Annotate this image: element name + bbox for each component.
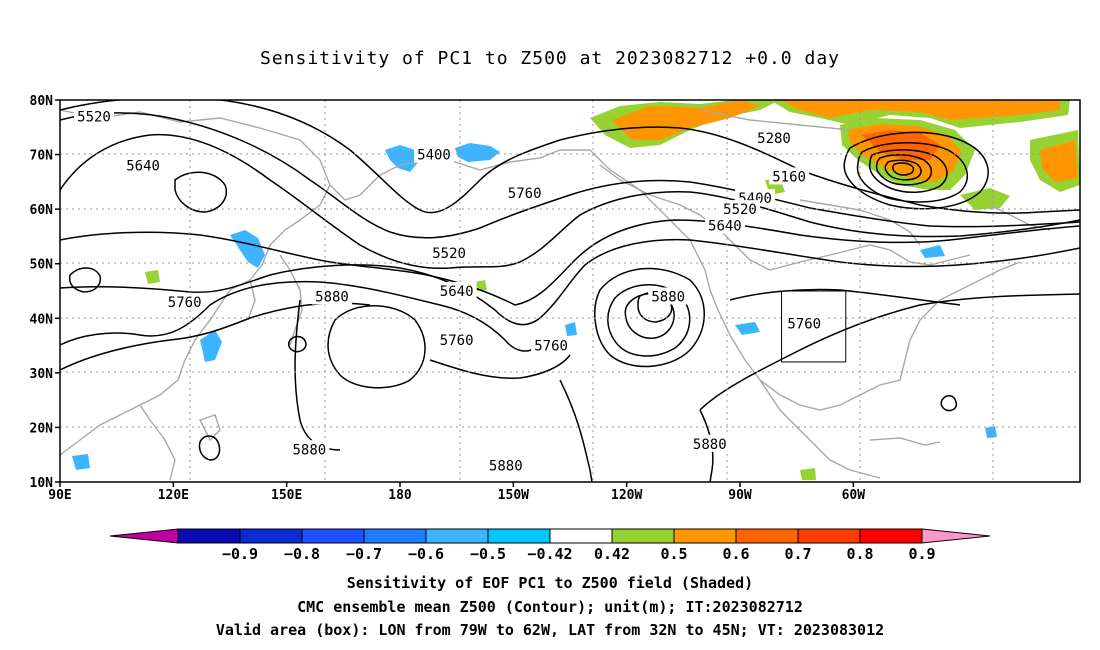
colorbar-label: 0.5: [660, 545, 687, 563]
colorbar-label: −0.5: [470, 545, 506, 563]
lon-tick-label: 90W: [728, 488, 752, 503]
contour-label-bg: [429, 243, 470, 261]
lat-tick-label: 70N: [30, 149, 54, 164]
lon-tick-label: 60W: [842, 488, 866, 503]
colorbar-segment: [797, 528, 861, 544]
colorbar-label: 0.6: [722, 545, 749, 563]
lat-tick-label: 50N: [30, 258, 54, 273]
contour-label-bg: [123, 156, 164, 174]
contour-label-bg: [754, 129, 794, 147]
lat-tick-label: 30N: [30, 367, 54, 382]
colorbar-high-arrow: [921, 528, 991, 544]
lat-tick-label: 80N: [30, 94, 54, 109]
contour-label: 5520: [723, 202, 757, 218]
colorbar-label: −0.6: [408, 545, 444, 563]
contour-label-bg: [704, 216, 745, 234]
contour-label-bg: [769, 167, 810, 185]
contour-label: 5880: [651, 289, 685, 305]
colorbar-segment: [859, 528, 923, 544]
colorbar-segment: [735, 528, 799, 544]
contour-label: 5280: [757, 131, 791, 147]
caption-shaded: Sensitivity of EOF PC1 to Z500 field (Sh…: [346, 574, 754, 592]
contour-label: 5880: [489, 459, 523, 475]
contour-label: 5760: [534, 339, 568, 355]
lat-tick-label: 10N: [30, 476, 54, 491]
contour-label: 5520: [432, 246, 466, 262]
colorbar-segment: [425, 528, 489, 544]
contour-label-bg: [531, 336, 572, 354]
contour-label: 5880: [292, 442, 326, 458]
lon-tick-label: 180: [388, 488, 412, 503]
colorbar-segment: [301, 528, 365, 544]
valid-area-box: [781, 290, 847, 363]
contour-label-bg: [485, 456, 526, 474]
contour-label: 5760: [508, 186, 542, 202]
contour-label: 5640: [126, 158, 160, 174]
contour-label-bg: [414, 145, 454, 163]
plot-frame: [59, 99, 1081, 483]
colorbar: −0.9 −0.8 −0.7 −0.6 −0.5 −0.42 0.42 0.5 0.6 0.7 0.…: [109, 528, 991, 563]
lon-tick-label: 120W: [611, 488, 642, 503]
caption-valid-area: Valid area (box): LON from 79W to 62W, L…: [215, 621, 885, 639]
negative-sensitivity-shading: [72, 143, 997, 470]
colorbar-segment: [611, 528, 675, 544]
lon-tick-label: 90E: [48, 488, 71, 503]
contour-label: 5640: [440, 284, 474, 300]
contour-label-bg: [720, 200, 760, 218]
contour-label: 5400: [417, 148, 451, 164]
colorbar-label: −0.9: [222, 545, 258, 563]
contour-label: 5160: [772, 169, 806, 185]
contour-label: 5640: [708, 219, 742, 235]
contour-label-bg: [164, 292, 205, 310]
colorbar-segment: [177, 528, 241, 544]
lon-tick-label: 150E: [271, 488, 302, 503]
contour-label-bg: [436, 282, 477, 299]
colorbar-segment: [673, 528, 737, 544]
plot-title: Sensitivity of PC1 to Z500 at 2023082712…: [259, 48, 840, 69]
contour-label-bg: [648, 287, 689, 305]
longitude-axis: 90E 120E 150E 180 150W 120W 90W 60W: [48, 482, 865, 503]
contour-label: 5880: [315, 289, 349, 305]
caption-contour: CMC ensemble mean Z500 (Contour); unit(m…: [297, 598, 803, 616]
lat-lon-grid: [60, 100, 1080, 482]
contour-label-bg: [784, 314, 825, 332]
colorbar-label: −0.8: [284, 545, 320, 563]
colorbar-label: −0.42: [527, 545, 572, 563]
colorbar-label: 0.9: [908, 545, 935, 563]
lat-tick-label: 40N: [30, 312, 54, 327]
colorbar-segment: [487, 528, 551, 544]
colorbar-label: −0.7: [346, 545, 382, 563]
contour-label: 5880: [693, 437, 727, 453]
positive-sensitivity-shading: [145, 100, 1080, 480]
colorbar-label: 0.42: [594, 545, 630, 563]
colorbar-low-arrow: [109, 528, 179, 544]
contour-label: 5760: [440, 333, 474, 349]
colorbar-segment: [239, 528, 303, 544]
colorbar-segment: [363, 528, 427, 544]
colorbar-label: 0.8: [846, 545, 873, 563]
lon-tick-label: 150W: [498, 488, 529, 503]
lat-tick-label: 20N: [30, 421, 54, 436]
contour-label-bg: [74, 107, 114, 125]
latitude-axis: 10N 20N 30N 40N 50N 60N 70N 80N: [30, 94, 60, 491]
colorbar-segment: [549, 528, 613, 544]
contour-label-bg: [689, 434, 730, 452]
contour-label-bg: [436, 331, 477, 349]
contour-label-bg: [504, 183, 545, 201]
contour-label-bg: [289, 440, 330, 458]
contour-label: 5760: [168, 295, 202, 311]
contour-label: 5520: [77, 109, 111, 125]
contour-label: 5760: [787, 317, 821, 333]
lon-tick-label: 120E: [158, 488, 189, 503]
colorbar-label: 0.7: [784, 545, 811, 563]
lat-tick-label: 60N: [30, 203, 54, 218]
contour-label-bg: [312, 287, 352, 305]
